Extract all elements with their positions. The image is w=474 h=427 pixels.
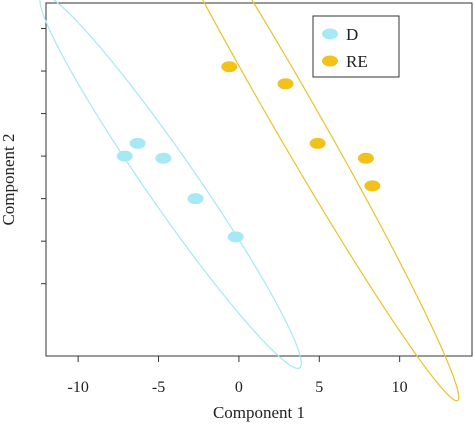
y-axis-title: Component 2 bbox=[0, 133, 18, 225]
x-axis: -10 -5 0 5 10 bbox=[67, 356, 408, 396]
data-point-d bbox=[129, 137, 146, 149]
data-point-re bbox=[364, 180, 381, 192]
confidence-ellipse-re bbox=[202, 0, 460, 402]
x-tick-label: -5 bbox=[152, 379, 165, 396]
x-tick-label: 5 bbox=[315, 379, 323, 396]
legend-label-d: D bbox=[346, 25, 358, 44]
x-axis-title: Component 1 bbox=[213, 403, 305, 422]
x-tick-label: 10 bbox=[392, 379, 408, 396]
data-point-d bbox=[155, 152, 172, 164]
data-point-re bbox=[357, 152, 374, 164]
x-tick-label: 0 bbox=[235, 379, 243, 396]
legend-marker-d bbox=[322, 28, 338, 40]
plot-frame bbox=[45, 2, 473, 357]
data-point-d bbox=[227, 231, 244, 243]
confidence-ellipses bbox=[39, 0, 460, 402]
plot-area bbox=[45, 2, 473, 357]
data-point-d bbox=[116, 150, 133, 162]
x-tick-label: -10 bbox=[67, 379, 88, 396]
data-point-re bbox=[277, 78, 294, 90]
y-axis bbox=[41, 28, 46, 285]
data-point-re bbox=[309, 137, 326, 149]
legend: D RE bbox=[312, 15, 400, 78]
data-points bbox=[116, 61, 381, 243]
data-point-re bbox=[221, 61, 238, 73]
confidence-ellipse-d bbox=[39, 0, 302, 369]
legend-marker-re bbox=[322, 55, 338, 67]
legend-label-re: RE bbox=[346, 52, 368, 71]
data-point-d bbox=[187, 193, 204, 205]
legend-box bbox=[312, 15, 400, 78]
